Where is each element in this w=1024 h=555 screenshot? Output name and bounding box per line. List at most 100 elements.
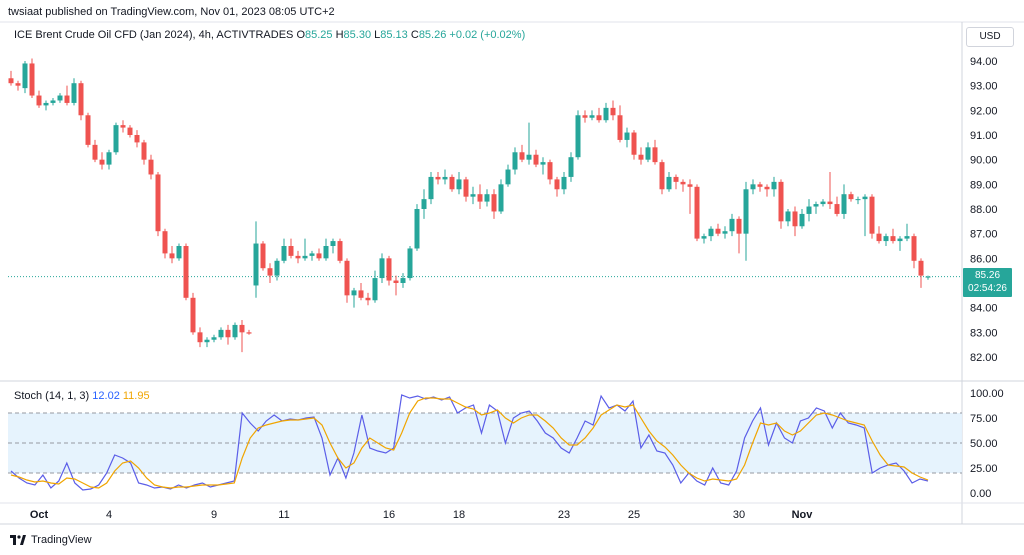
candle-body bbox=[281, 246, 287, 261]
price-axis-tick: 87.00 bbox=[970, 229, 998, 241]
brand-name: TradingView bbox=[31, 534, 92, 546]
candle-body bbox=[183, 246, 189, 298]
candle bbox=[176, 243, 182, 261]
stoch-d-line bbox=[10, 397, 929, 489]
candle bbox=[491, 189, 497, 219]
symbol-legend: ICE Brent Crude Oil CFD (Jan 2024), 4h, … bbox=[14, 29, 525, 41]
candle bbox=[918, 258, 924, 288]
candle-body bbox=[120, 125, 126, 128]
candle bbox=[813, 201, 819, 214]
candle bbox=[379, 253, 385, 283]
currency-button[interactable]: USD bbox=[966, 27, 1014, 47]
candle bbox=[659, 159, 665, 195]
candle bbox=[106, 149, 112, 170]
candle bbox=[239, 320, 245, 353]
candle-body bbox=[561, 176, 567, 190]
candle bbox=[15, 80, 21, 91]
time-axis-tick: 16 bbox=[383, 509, 395, 521]
candle bbox=[533, 149, 539, 168]
candle-body bbox=[456, 179, 462, 190]
candle bbox=[715, 223, 721, 237]
candle-body bbox=[435, 176, 441, 180]
candle bbox=[365, 292, 371, 306]
candle bbox=[267, 263, 273, 283]
candle bbox=[785, 209, 791, 227]
candle bbox=[624, 127, 630, 148]
candle bbox=[211, 334, 217, 343]
candle bbox=[554, 176, 560, 197]
candle-body bbox=[29, 63, 35, 96]
candle-body bbox=[904, 236, 910, 239]
candle-body bbox=[8, 78, 14, 84]
candle-body bbox=[253, 243, 259, 286]
candle-body bbox=[519, 152, 525, 160]
candle bbox=[547, 159, 553, 185]
candle-body bbox=[883, 236, 889, 242]
candle-body bbox=[484, 194, 490, 202]
candle-body bbox=[477, 194, 483, 202]
high-value: 85.30 bbox=[343, 29, 372, 41]
candle-body bbox=[176, 246, 182, 259]
low-value: 85.13 bbox=[380, 29, 408, 41]
candle bbox=[638, 147, 644, 165]
candle-body bbox=[246, 332, 252, 334]
time-axis-tick: 23 bbox=[558, 509, 570, 521]
candle bbox=[505, 164, 511, 187]
candle bbox=[43, 100, 49, 111]
stoch-d-value: 11.95 bbox=[122, 390, 150, 402]
candle bbox=[309, 250, 315, 261]
candle bbox=[71, 78, 77, 106]
close-value: 85.26 bbox=[418, 29, 447, 41]
candle-body bbox=[925, 276, 931, 278]
candle-body bbox=[897, 238, 903, 242]
candle-body bbox=[365, 297, 371, 301]
candle-body bbox=[400, 278, 406, 283]
candle-body bbox=[673, 176, 679, 182]
price-axis-tick: 92.00 bbox=[970, 105, 998, 117]
candle-body bbox=[372, 278, 378, 301]
candle bbox=[134, 130, 140, 148]
candle-body bbox=[302, 255, 308, 259]
candle-body bbox=[316, 253, 322, 259]
price-axis-tick: 94.00 bbox=[970, 56, 998, 68]
candle-body bbox=[386, 258, 392, 281]
candle bbox=[358, 283, 364, 301]
candle-body bbox=[239, 324, 245, 333]
candle bbox=[645, 142, 651, 163]
candle bbox=[764, 184, 770, 197]
candle-body bbox=[778, 181, 784, 222]
candle-body bbox=[729, 218, 735, 232]
candle-body bbox=[827, 201, 833, 205]
candle bbox=[295, 250, 301, 264]
candle-body bbox=[848, 194, 854, 200]
candle bbox=[512, 147, 518, 175]
candle bbox=[463, 176, 469, 202]
candle bbox=[22, 61, 28, 94]
stoch-axis-tick: 50.00 bbox=[970, 438, 998, 450]
candle bbox=[897, 236, 903, 251]
candle-body bbox=[554, 179, 560, 190]
candle-body bbox=[162, 231, 168, 254]
high-label: H bbox=[335, 29, 344, 41]
candle bbox=[302, 238, 308, 261]
candle-body bbox=[288, 246, 294, 256]
brand-footer: TradingView bbox=[10, 534, 92, 546]
candle bbox=[351, 287, 357, 308]
candle-body bbox=[701, 236, 707, 239]
candle-body bbox=[596, 115, 602, 121]
candle-body bbox=[911, 236, 917, 261]
candle bbox=[456, 172, 462, 195]
candle-body bbox=[680, 181, 686, 185]
candle bbox=[827, 172, 833, 209]
candle-body bbox=[50, 100, 56, 103]
candle-body bbox=[582, 115, 588, 118]
candle bbox=[414, 204, 420, 251]
candle-body bbox=[344, 260, 350, 296]
candle bbox=[197, 327, 203, 348]
candle bbox=[708, 226, 714, 242]
candle bbox=[190, 292, 196, 335]
candle bbox=[631, 130, 637, 160]
candle-body bbox=[498, 184, 504, 212]
time-axis-tick: 25 bbox=[628, 509, 640, 521]
